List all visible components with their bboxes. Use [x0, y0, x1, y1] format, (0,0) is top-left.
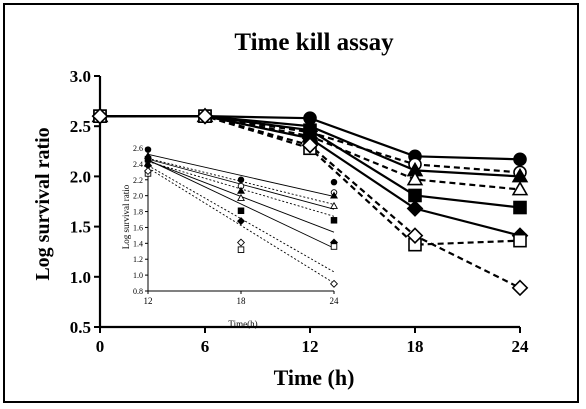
inset-x-tick-label: 18 — [237, 296, 247, 306]
data-point — [511, 279, 529, 297]
x-tick-label: 18 — [407, 337, 424, 356]
inset-y-tick-label: 2.4 — [133, 160, 143, 169]
inset-x-tick-label: 12 — [144, 296, 153, 306]
inset-x-tick-label: 24 — [330, 296, 340, 306]
y-tick-label: 1.0 — [70, 268, 91, 287]
inset-data-point — [237, 186, 245, 194]
data-point — [513, 152, 527, 167]
inset-data-point — [237, 238, 245, 247]
y-tick-label: 1.5 — [70, 218, 91, 237]
inset-data-point — [330, 201, 338, 209]
inset-fit-line — [147, 153, 335, 197]
data-point — [408, 188, 422, 203]
inset-y-tick-label: 1.4 — [133, 239, 143, 248]
inset-y-tick-label: 1.0 — [133, 271, 143, 280]
inset-data-point — [330, 217, 338, 224]
data-point — [513, 200, 527, 215]
inset-data-point — [237, 193, 245, 201]
inset-y-tick-label: 2.0 — [133, 192, 143, 201]
inset-data-point — [144, 146, 152, 153]
inset-fit-line — [147, 159, 335, 249]
inset-data-point — [237, 217, 245, 226]
inset-y-tick-label: 2.2 — [133, 176, 143, 185]
data-point — [513, 233, 527, 248]
y-tick-label: 3.0 — [70, 67, 91, 86]
inset-data-point — [144, 155, 152, 163]
inset-data-point — [144, 167, 152, 176]
y-axis-label: Log survival ratio — [32, 127, 54, 280]
inset-data-point — [237, 207, 245, 215]
inset-y-tick-label: 1.2 — [133, 255, 143, 264]
y-tick-label: 2.5 — [70, 117, 91, 136]
chart-frame: Time kill assay Log survival ratio Time … — [3, 3, 579, 403]
inset-fit-line — [147, 167, 335, 284]
inset-series-markers — [144, 146, 338, 288]
inset-data-point — [330, 178, 338, 186]
inset-data-point — [330, 279, 338, 288]
x-tick-label: 0 — [96, 337, 105, 356]
inset-x-axis-label: Time(h) — [228, 319, 257, 329]
y-tick-label: 2.0 — [70, 167, 91, 186]
inset-y-tick-label: 1.8 — [133, 208, 143, 217]
inset-data-point — [237, 246, 245, 253]
inset-fit-lines — [147, 153, 335, 284]
x-tick-label: 24 — [512, 337, 530, 356]
data-point — [406, 227, 424, 244]
main-axes: 0 6 12 18 24 0.5 1.0 1.5 2.0 2.5 3.0 — [70, 67, 529, 356]
x-axis-label: Time (h) — [274, 365, 355, 390]
data-point — [406, 170, 424, 186]
data-point — [196, 107, 214, 125]
data-point — [301, 136, 319, 154]
inset-axes: 12 18 24 0.8 1.0 1.2 1.4 1.6 1.8 2.0 2.2 2.4 2.6 — [133, 144, 339, 306]
inset-data-point — [237, 176, 245, 184]
inset-y-axis-label: Log survival ratio — [121, 184, 131, 249]
y-tick-label: 0.5 — [70, 318, 91, 337]
data-point — [511, 180, 529, 196]
inset-y-tick-label: 1.6 — [133, 223, 143, 232]
chart-title: Time kill assay — [234, 29, 394, 56]
time-kill-chart: Time kill assay Log survival ratio Time … — [32, 29, 529, 390]
inset-chart: Log survival ratio Time(h) 12 18 240.81.01… — [121, 144, 339, 329]
x-tick-label: 12 — [302, 337, 319, 356]
inset-y-tick-label: 0.8 — [133, 287, 143, 296]
inset-data-point — [330, 191, 338, 199]
inset-data-point — [330, 243, 338, 250]
data-point — [91, 107, 109, 125]
x-tick-label: 6 — [201, 337, 210, 356]
main-series-markers — [91, 107, 529, 297]
data-point — [406, 200, 424, 217]
inset-y-tick-label: 2.6 — [133, 144, 143, 153]
